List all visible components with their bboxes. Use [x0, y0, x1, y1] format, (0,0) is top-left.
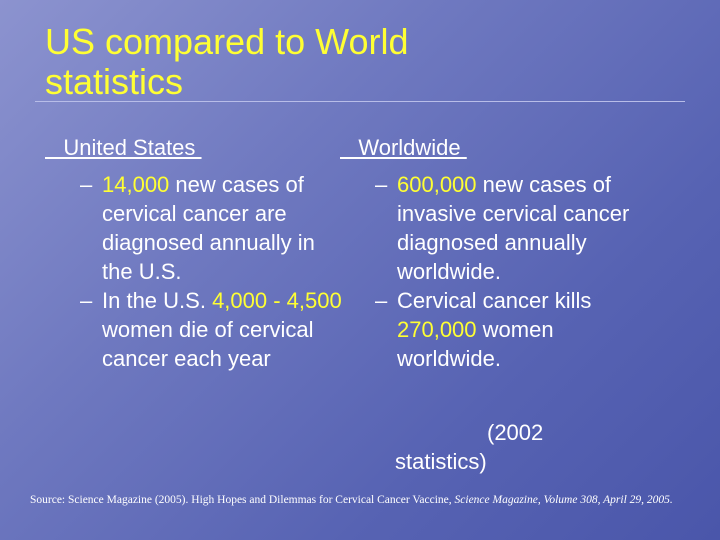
bullet-dash: –	[80, 288, 93, 313]
united-states-column: – 14,000 new cases of cervical cancer ar…	[80, 170, 345, 373]
statistics-year-note: (2002 statistics)	[395, 418, 575, 476]
world-new-cases-number: 600,000	[397, 172, 477, 197]
world-deaths-number: 270,000	[397, 317, 477, 342]
slide-title-line2: statistics	[45, 61, 184, 102]
world-deaths-prefix: Cervical cancer kills	[397, 288, 592, 313]
slide-title-line1: US compared to World	[45, 21, 409, 62]
world-bullet-deaths: – Cervical cancer kills 270,000 women wo…	[375, 286, 655, 373]
us-bullet-deaths: – In the U.S. 4,000 - 4,500 women die of…	[80, 286, 345, 373]
us-deaths-number: 4,000 - 4,500	[212, 288, 342, 313]
world-deaths-text: women worldwide.	[397, 317, 554, 371]
title-divider	[35, 101, 685, 102]
note-line1: (2002	[487, 420, 544, 445]
note-line2: statistics)	[395, 449, 487, 474]
source-journal: Science Magazine, Volume 308, April 29, …	[454, 494, 673, 506]
us-deaths-text: women die of cervical cancer each year	[102, 317, 314, 371]
slide-title: US compared to World statistics	[45, 22, 605, 102]
united-states-heading: United States	[45, 135, 202, 160]
us-deaths-prefix: In the U.S.	[102, 288, 213, 313]
world-new-cases-text: new cases of invasive cervical cancer di…	[397, 172, 630, 284]
worldwide-heading: Worldwide	[340, 135, 467, 160]
worldwide-column: – 600,000 new cases of invasive cervical…	[375, 170, 655, 373]
us-new-cases-text: new cases of cervical cancer are diagnos…	[102, 172, 315, 284]
source-citation: Source: Science Magazine (2005). High Ho…	[30, 493, 700, 508]
bullet-dash: –	[375, 288, 388, 313]
world-bullet-new-cases: – 600,000 new cases of invasive cervical…	[375, 170, 655, 286]
us-new-cases-number: 14,000	[102, 172, 170, 197]
bullet-dash: –	[80, 172, 93, 197]
us-bullet-new-cases: – 14,000 new cases of cervical cancer ar…	[80, 170, 345, 286]
source-text: Source: Science Magazine (2005). High Ho…	[30, 494, 455, 506]
bullet-dash: –	[375, 172, 388, 197]
